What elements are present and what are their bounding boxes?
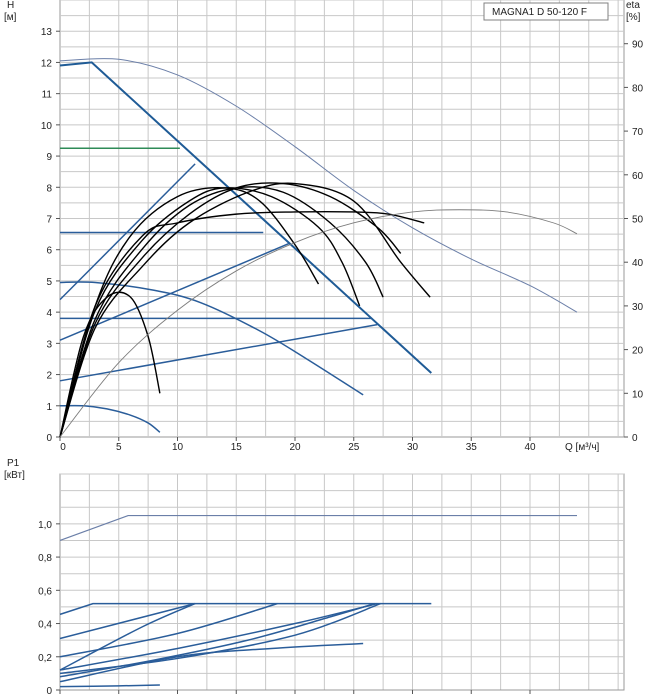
power-plot: 0 0,2 0,4 0,6 0,8 1,0: [38, 473, 625, 697]
series-line-head-min-curve-8: [59, 404, 161, 433]
y-axis-unit: [м]: [4, 12, 17, 23]
series-line-p1-max-0: [59, 514, 577, 542]
p1-tick-label: 1,0: [38, 520, 52, 531]
y-tick-label: 2: [46, 371, 52, 382]
series-line-head-step-4: [59, 323, 378, 382]
y-axis-label: H: [7, 0, 14, 11]
x-tick-label: 25: [348, 442, 360, 453]
p1-tick-label: 0,4: [38, 620, 52, 631]
series-line-efficiency-11: [59, 182, 402, 438]
y2-tick-label: 50: [632, 215, 644, 226]
y-tick-label: 6: [46, 246, 52, 257]
series-line-efficiency-17: [59, 209, 578, 438]
series-line-p1-6: [59, 602, 196, 671]
series-line-efficiency-12: [59, 186, 384, 438]
p1-tick-label: 0,8: [38, 553, 52, 564]
series-line-p1-4: [59, 602, 378, 671]
y-tick-label: 0: [46, 433, 52, 444]
series-line-head-max-curve-9: [59, 58, 578, 313]
y-tick-label: 5: [46, 277, 52, 288]
y-tick-label: 4: [46, 308, 52, 319]
x-tick-label: 15: [231, 442, 243, 453]
y2-tick-label: 20: [632, 346, 644, 357]
series-line-p1-1: [59, 602, 432, 616]
series-line-p1-3: [59, 602, 278, 658]
p1-axis-label: P1: [7, 458, 20, 469]
series-line-head-max-envelope-0: [59, 61, 432, 374]
y2-tick-label: 10: [632, 389, 644, 400]
y2-tick-label: 60: [632, 171, 644, 182]
series-line-head-min-curve-7: [59, 281, 364, 396]
y-tick-label: 13: [41, 27, 53, 38]
y2-tick-label: 70: [632, 127, 644, 138]
series-line-head-step-6: [59, 163, 196, 301]
series-line-p1-2: [59, 602, 196, 640]
p1-tick-label: 0,2: [38, 653, 52, 664]
y2-axis-unit: [%]: [626, 12, 641, 23]
x-tick-label: 35: [466, 442, 478, 453]
x-tick-label: 30: [407, 442, 419, 453]
series-line-p1-7: [59, 602, 376, 678]
y-tick-label: 7: [46, 215, 52, 226]
y2-tick-label: 80: [632, 83, 644, 94]
x-tick-label: 10: [172, 442, 184, 453]
x-tick-label: 0: [60, 442, 66, 453]
p1-tick-label: 0: [46, 686, 52, 697]
title-box: [483, 2, 609, 21]
series-line-p1-8: [59, 642, 364, 683]
y2-tick-label: 90: [632, 40, 644, 51]
series-line-head-step-5: [59, 242, 290, 341]
y-tick-label: 12: [41, 58, 53, 69]
y2-axis-label: eta: [626, 0, 640, 11]
series-line-efficiency-10: [59, 182, 431, 438]
series-line-efficiency-16: [59, 210, 425, 438]
series-line-efficiency-15: [59, 291, 161, 438]
y-tick-label: 3: [46, 339, 52, 350]
p1-tick-label: 0,6: [38, 586, 52, 597]
y-tick-label: 11: [42, 90, 53, 101]
chart-labels: MAGNA1 D 50-120 F H [м] eta [%] Q [м³/ч]…: [4, 0, 641, 481]
y2-tick-label: 0: [632, 433, 638, 444]
x-tick-label: 20: [289, 442, 301, 453]
p1-axis-unit: [кВт]: [4, 470, 25, 481]
power-plot-frame: [59, 473, 625, 691]
y2-tick-label: 40: [632, 258, 644, 269]
y-tick-label: 9: [46, 152, 52, 163]
y2-tick-label: 30: [632, 302, 644, 313]
x-tick-label: 40: [524, 442, 536, 453]
y-tick-label: 10: [41, 121, 53, 132]
chart-title: MAGNA1 D 50-120 F: [492, 7, 587, 18]
series-line-p1-9: [59, 684, 160, 688]
x-tick-label: 5: [116, 442, 122, 453]
x-axis-label: Q [м³/ч]: [565, 442, 600, 453]
y-tick-label: 1: [46, 402, 52, 413]
y-tick-label: 8: [46, 183, 52, 194]
